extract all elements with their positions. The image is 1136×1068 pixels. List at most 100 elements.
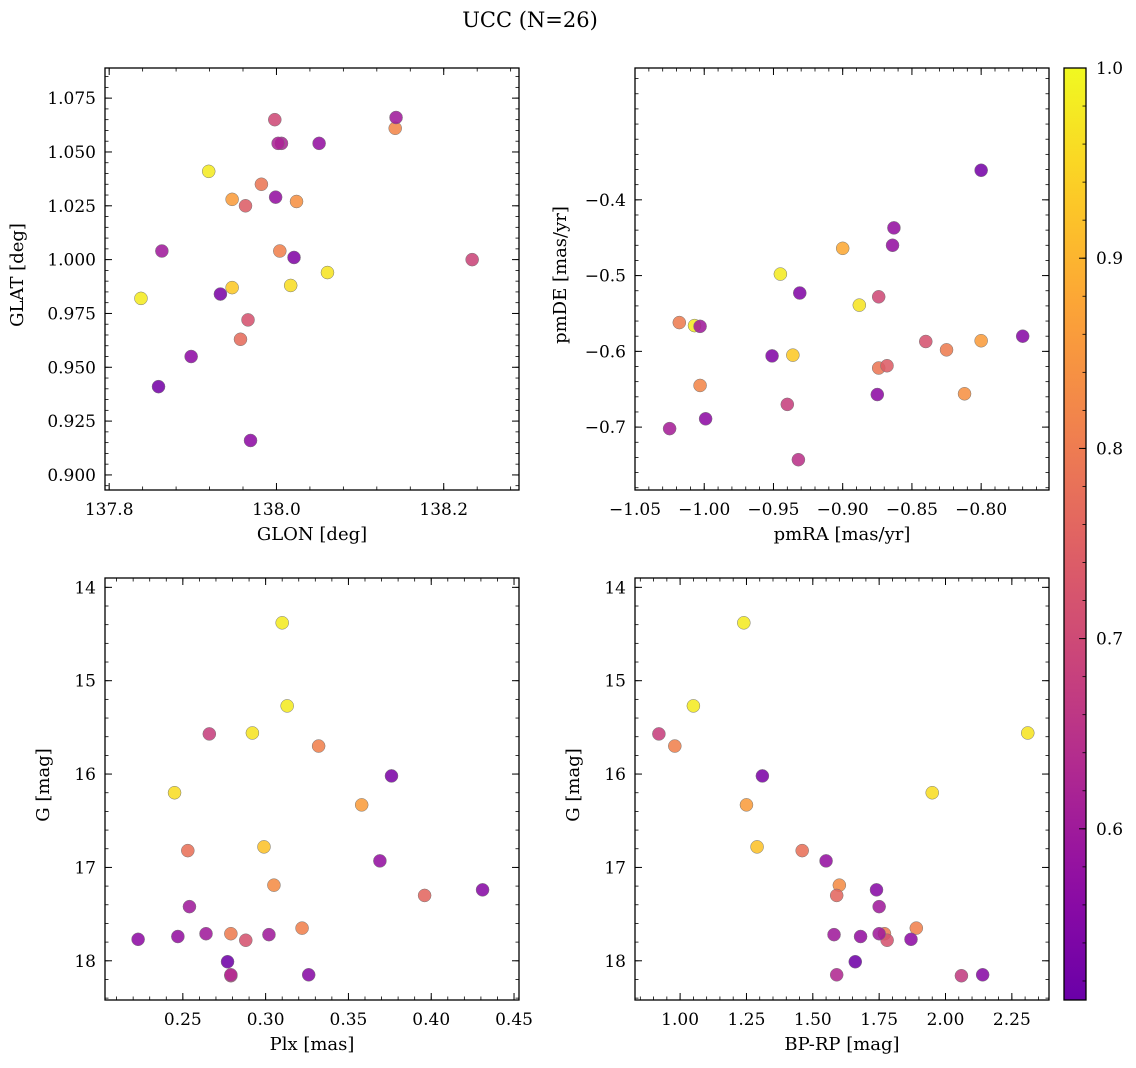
data-point [184, 349, 198, 364]
data-point [755, 769, 770, 783]
data-point [835, 241, 850, 256]
data-point [974, 163, 988, 178]
data-point [662, 421, 677, 436]
data-point [872, 926, 886, 941]
data-point [773, 267, 788, 281]
x-tick-label: 2.25 [993, 1010, 1031, 1030]
data-point [848, 954, 863, 969]
x-tick-label: 138.2 [419, 500, 468, 520]
points [662, 163, 1030, 467]
data-point [974, 333, 988, 348]
data-point [301, 968, 316, 982]
panel-3: 0.25 0.30 0.35 0.40 0.45 14 15 16 17 18 Plx [mas] G… [33, 577, 533, 1055]
data-point [765, 349, 779, 363]
data-point [904, 932, 918, 947]
y-tick-label: 0.975 [47, 304, 96, 324]
data-point [213, 287, 228, 301]
data-point [262, 927, 276, 942]
data-point [389, 110, 403, 125]
y-tick-label: 0.950 [47, 358, 96, 378]
data-point [739, 798, 754, 812]
points [652, 616, 1035, 983]
data-point [925, 785, 939, 800]
y-tick-label: −0.7 [585, 418, 626, 438]
data-point [829, 968, 844, 982]
data-point [199, 926, 213, 941]
points [131, 616, 490, 983]
y-tick-label: −0.4 [585, 191, 626, 211]
data-point [275, 616, 289, 630]
axes-frame [634, 577, 1050, 1001]
y-tick-label: 16 [74, 765, 96, 785]
data-point [795, 843, 809, 858]
x-tick-label: 1.00 [661, 1010, 699, 1030]
x-tick-label: 138.0 [252, 500, 301, 520]
data-point [311, 739, 326, 753]
colorbar-frame [1063, 67, 1087, 1001]
data-point [201, 164, 216, 179]
x-tick-label: 1.75 [860, 1010, 898, 1030]
data-point [271, 136, 285, 151]
data-point [698, 412, 713, 426]
data-point [245, 726, 260, 740]
data-point [737, 616, 751, 630]
y-tick-label: 17 [74, 858, 96, 878]
data-point [283, 278, 298, 293]
x-axis-label: Plx [mas] [270, 1034, 355, 1055]
panel-2: −1.05 −1.00 −0.95 −0.90 −0.85 −0.80 −0.7 −0.6 −0… [550, 67, 1050, 545]
data-point [225, 192, 239, 207]
data-point [354, 798, 369, 812]
figure-title: UCC (N=26) [462, 8, 598, 32]
data-point [131, 932, 145, 947]
data-point [872, 899, 886, 914]
axes-frame [634, 67, 1050, 491]
data-point [652, 727, 666, 741]
colorbar-tick-label: 0.9 [1096, 249, 1123, 269]
data-point [693, 378, 707, 393]
data-point [750, 840, 764, 854]
y-tick-label: 17 [604, 858, 626, 878]
data-point [224, 968, 238, 982]
data-point [155, 244, 169, 258]
data-point [257, 840, 271, 854]
data-point [871, 290, 886, 304]
colorbar-tick-label: 0.8 [1096, 439, 1123, 459]
x-tick-label: 0.45 [495, 1010, 533, 1030]
panels: 137.8 138.0 138.20.9000.9250.9500.9751.000… [7, 67, 1050, 1055]
data-point [287, 250, 301, 265]
data-point [793, 286, 807, 300]
data-point [819, 854, 833, 868]
data-point [885, 238, 900, 253]
data-point [320, 265, 335, 280]
data-point [475, 883, 490, 897]
data-point [220, 954, 235, 969]
y-tick-label: 1.025 [47, 197, 96, 217]
x-tick-label: −0.95 [747, 500, 799, 520]
y-tick-label: 15 [74, 672, 96, 692]
data-point [267, 878, 281, 892]
data-point [384, 769, 399, 783]
data-point [254, 177, 269, 192]
data-point [239, 933, 253, 947]
data-point [887, 221, 901, 235]
data-point [373, 854, 387, 868]
data-point [241, 313, 255, 327]
data-point [312, 136, 326, 151]
colorbar: 0.6 0.7 0.8 0.9 1.0 [1063, 59, 1123, 1001]
colorbar-tick-label: 0.6 [1096, 820, 1123, 840]
data-point [668, 739, 682, 753]
data-point [827, 927, 841, 942]
y-axis-label: G [mag] [33, 748, 54, 821]
data-point [224, 926, 238, 941]
y-tick-label: 18 [74, 952, 96, 972]
y-tick-label: 14 [604, 578, 626, 598]
x-tick-label: 1.50 [794, 1010, 832, 1030]
data-point [880, 358, 894, 373]
data-point [268, 190, 283, 204]
x-tick-label: 0.40 [412, 1010, 450, 1030]
x-tick-label: 137.8 [85, 500, 134, 520]
data-point [870, 387, 885, 402]
data-point [853, 929, 868, 944]
axes-frame [104, 67, 520, 491]
